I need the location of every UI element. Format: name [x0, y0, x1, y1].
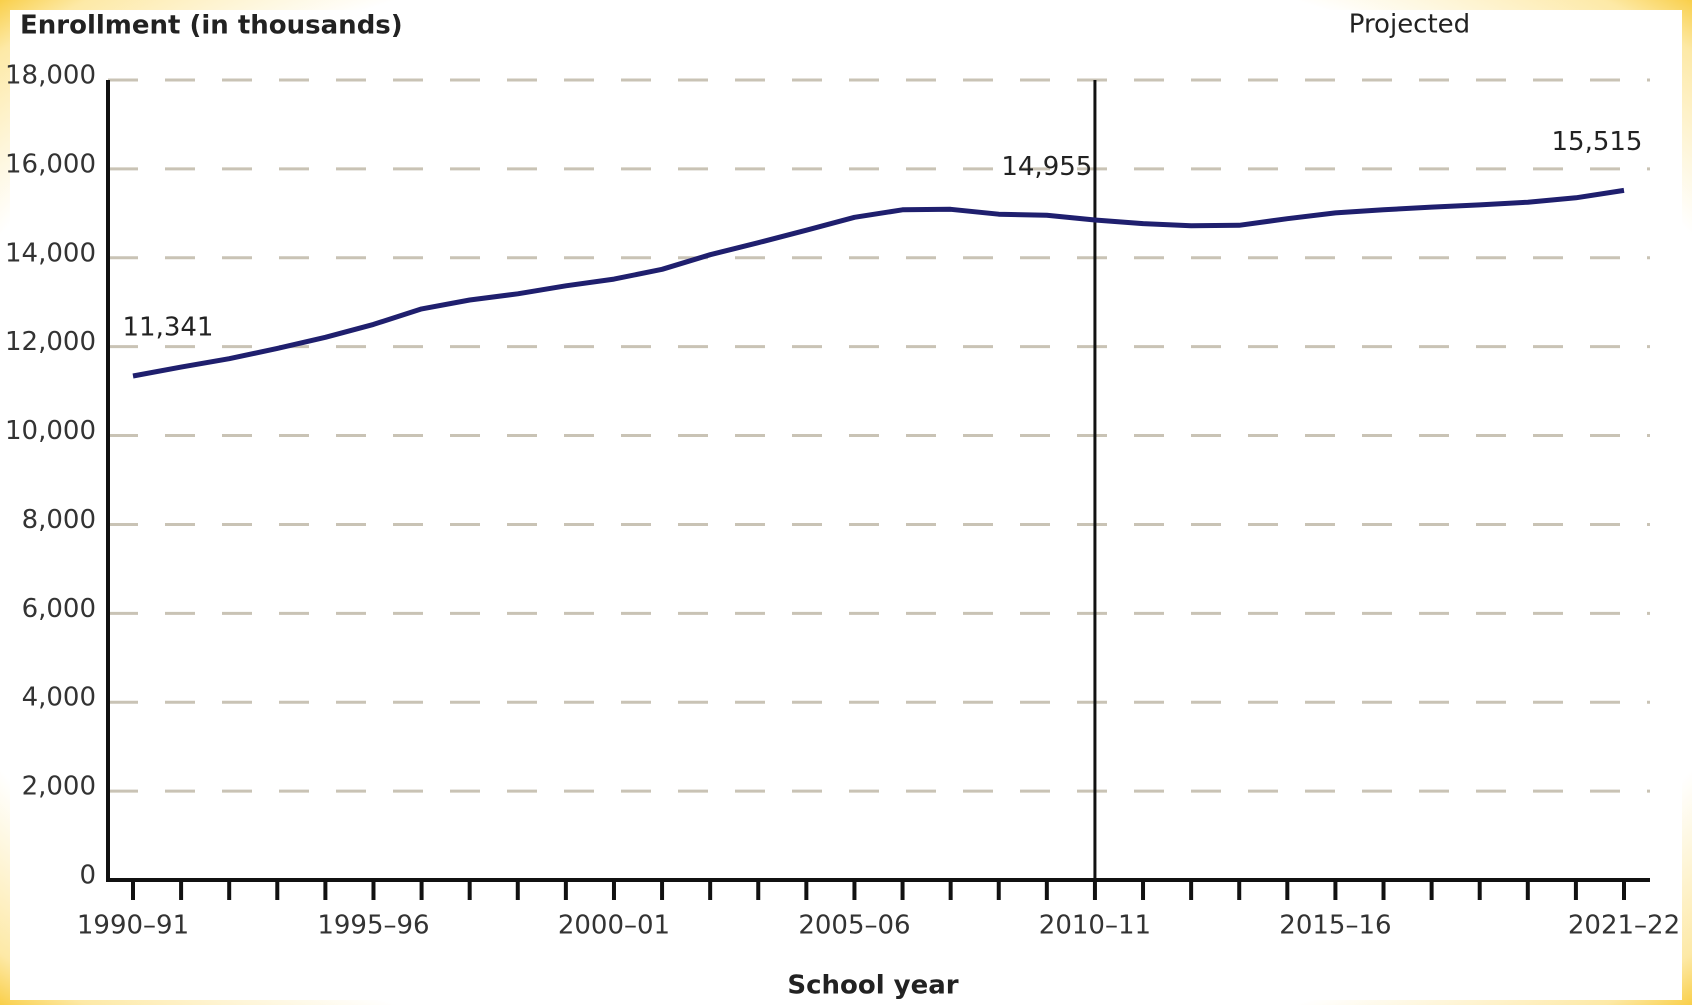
x-axis-title: School year [787, 971, 958, 1001]
y-tick-label: 12,000 [5, 327, 96, 357]
x-tick-label: 2005–06 [798, 911, 910, 941]
x-tick-label: 2015–16 [1279, 911, 1391, 941]
data-label: 14,955 [1001, 152, 1092, 182]
y-tick-label: 4,000 [22, 683, 96, 713]
y-tick-label: 18,000 [5, 61, 96, 91]
x-tick-label: 2021–22 [1568, 911, 1680, 941]
y-tick-label: 0 [79, 861, 96, 891]
data-label: 15,515 [1552, 127, 1643, 157]
line [132, 187, 1625, 379]
y-tick-label: 6,000 [22, 594, 96, 624]
y-tick-label: 14,000 [5, 238, 96, 268]
x-tick-label: 2010–11 [1039, 911, 1151, 941]
y-tick-label: 10,000 [5, 416, 96, 446]
projection-label: Projected [1349, 10, 1470, 40]
x-tick-label: 1995–96 [317, 911, 429, 941]
y-tick-label: 2,000 [22, 772, 96, 802]
x-tick-label: 1990–91 [77, 911, 189, 941]
x-tick-label: 2000–01 [558, 911, 670, 941]
y-axis-title: Enrollment (in thousands) [20, 11, 403, 41]
plot-background [10, 10, 1682, 1000]
data-label: 11,341 [123, 312, 214, 342]
y-tick-label: 8,000 [22, 505, 96, 535]
y-tick-label: 16,000 [5, 149, 96, 179]
